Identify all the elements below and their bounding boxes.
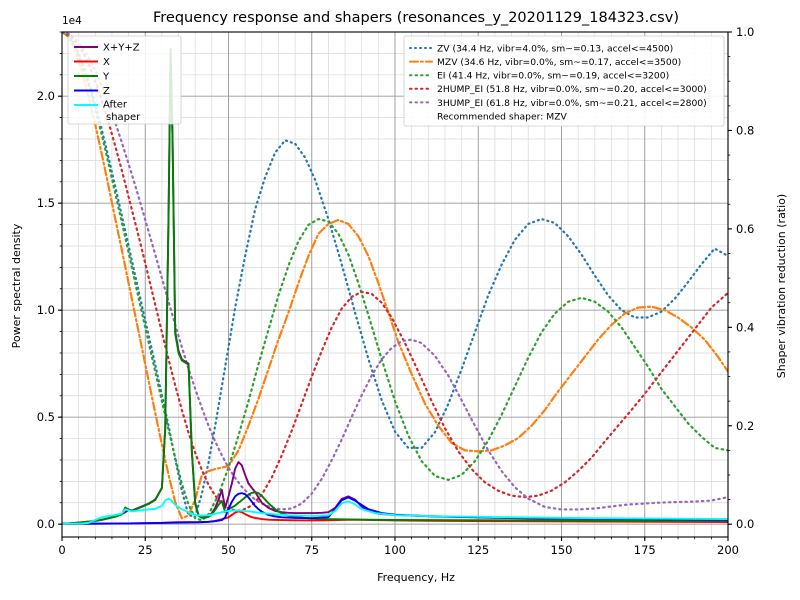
tick-marks-and-labels: 0 25 50 75 100 125 150 175 200 0.0 0.5 1.0 1.5 2.0 0.0…: [37, 25, 755, 557]
recommended-shaper-text: Recommended shaper: MZV: [437, 111, 567, 122]
x-tick-label: 75: [304, 543, 319, 557]
legend-label-x-y-z: X+Y+Z: [103, 43, 140, 54]
y-tick-label: 0.5: [37, 410, 55, 424]
legend-label-2hump_ei: 2HUMP_EI (51.8 Hz, vibr=0.0%, sm~=0.20, …: [437, 84, 707, 95]
shaper-curve-ei: [62, 32, 728, 522]
shaper-curve-2hump_ei: [62, 32, 728, 512]
y-tick-label: 1.0: [37, 303, 55, 317]
x-tick-label: 200: [717, 543, 739, 557]
legend-label-ei: EI (41.4 Hz, vibr=0.0%, sm~=0.19, accel<…: [437, 71, 669, 82]
shaper-curve-mzv: [62, 32, 728, 520]
y-tick-label: 0.0: [37, 517, 55, 531]
y-right-tick-label: 0.8: [736, 123, 754, 137]
y-axis-label: Power spectral density: [10, 223, 23, 348]
x-tick-label: 175: [634, 543, 656, 557]
x-tick-label: 100: [384, 543, 406, 557]
x-tick-label: 125: [467, 543, 489, 557]
y-right-tick-label: 0.0: [736, 517, 754, 531]
y-right-tick-label: 1.0: [736, 25, 754, 39]
y-tick-label: 1.5: [37, 196, 55, 210]
x-tick-label: 50: [221, 543, 236, 557]
y-axis-offset-label: 1e4: [62, 15, 82, 27]
legend-label-y: Y: [102, 72, 110, 83]
psd-curve-z: [62, 492, 728, 525]
legend-label-after-shaper-line1: After: [103, 100, 128, 111]
y-right-tick-label: 0.4: [736, 320, 754, 334]
y-right-tick-label: 0.2: [736, 419, 754, 433]
legend-label-3hump_ei: 3HUMP_EI (61.8 Hz, vibr=0.0%, sm~=0.21, …: [437, 98, 707, 109]
x-tick-label: 150: [551, 543, 573, 557]
data-curves: [62, 32, 728, 525]
psd-curve-y: [62, 50, 728, 525]
x-tick-label: 0: [58, 543, 65, 557]
x-axis-label: Frequency, Hz: [377, 571, 455, 584]
x-tick-label: 25: [138, 543, 153, 557]
legend-right[interactable]: ZV (34.4 Hz, vibr=4.0%, sm~=0.13, accel<…: [403, 35, 725, 127]
legend-label-mzv: MZV (34.6 Hz, vibr=0.0%, sm~=0.17, accel…: [437, 57, 681, 68]
page-title: Frequency response and shapers (resonanc…: [153, 10, 679, 26]
y-tick-label: 2.0: [37, 89, 55, 103]
legend-label-z: Z: [103, 86, 110, 97]
legend-label-zv: ZV (34.4 Hz, vibr=4.0%, sm~=0.13, accel<…: [437, 43, 673, 54]
legend-label-after-shaper-line2: shaper: [106, 112, 141, 123]
y-right-tick-label: 0.6: [736, 222, 754, 236]
y-axis-right-label: Shaper vibration reduction (ratio): [775, 194, 788, 378]
legend-label-x: X: [103, 57, 110, 68]
psd-curve-after-shaper: [62, 497, 728, 525]
